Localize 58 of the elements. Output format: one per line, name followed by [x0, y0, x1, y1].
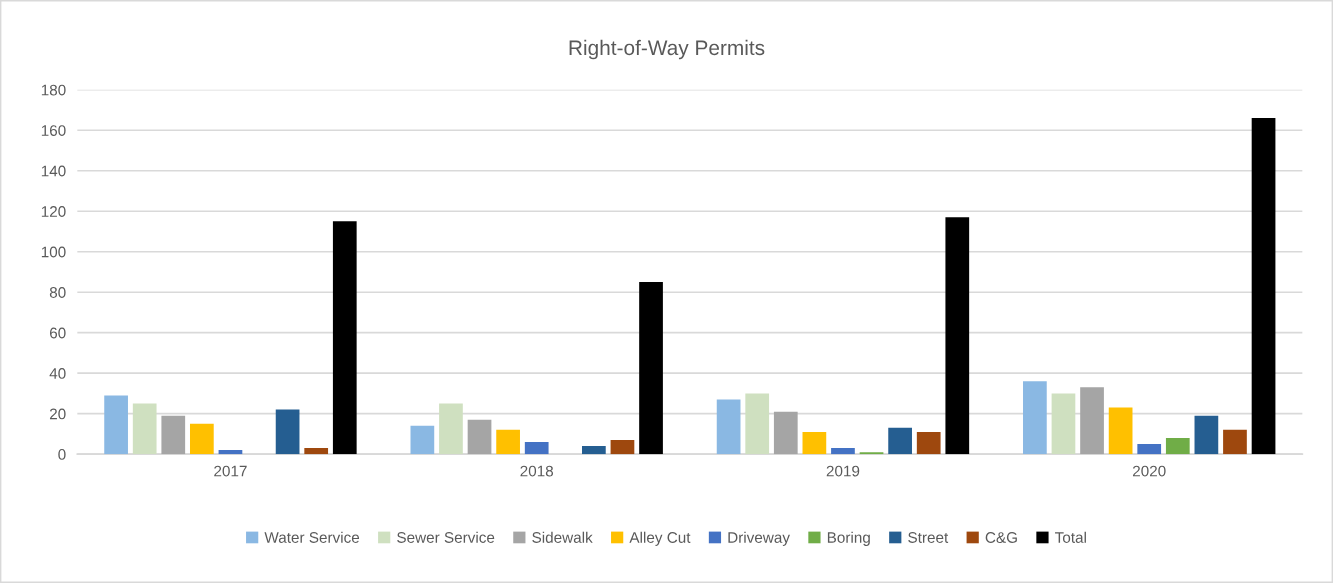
bar: [439, 403, 463, 455]
y-tick-label: 20: [49, 408, 66, 420]
legend-label: Sidewalk: [532, 531, 593, 543]
bar: [304, 448, 329, 455]
bar: [745, 393, 770, 455]
bar: [524, 442, 549, 455]
bar: [467, 419, 492, 455]
bar: [916, 431, 941, 455]
bar: [275, 409, 300, 455]
bar: [1165, 437, 1190, 455]
bar: [1080, 387, 1104, 455]
bar: [888, 427, 912, 455]
x-tick-label: 2017: [214, 465, 247, 477]
bar: [610, 439, 635, 455]
legend-label: Sewer Service: [397, 531, 495, 543]
bar: [639, 282, 663, 455]
bar: [1023, 381, 1047, 455]
bar: [410, 425, 435, 455]
y-tick-label: 60: [49, 327, 66, 339]
x-tick-label: 2018: [520, 465, 554, 477]
bar: [104, 395, 128, 455]
bar: [1051, 393, 1076, 455]
bar: [1251, 118, 1276, 455]
bar: [945, 217, 970, 455]
bar: [1108, 407, 1133, 455]
bar: [132, 403, 157, 455]
bar: [1137, 444, 1162, 455]
legend-label: Boring: [827, 531, 870, 546]
bar: [859, 452, 884, 455]
legend-label: Water Service: [264, 531, 360, 543]
bar: [1194, 415, 1219, 455]
y-tick-label: 0: [58, 449, 66, 460]
bar: [773, 411, 798, 455]
bar: [190, 423, 214, 455]
legend-label: Total: [1055, 531, 1086, 543]
bar: [218, 450, 243, 455]
y-tick-label: 180: [41, 84, 66, 96]
y-tick-label: 100: [41, 246, 66, 258]
x-tick-label: 2020: [1132, 465, 1166, 477]
legend-label: Alley Cut: [629, 531, 691, 546]
legend-label: Street: [908, 532, 949, 543]
bar: [1223, 429, 1247, 455]
legend-label: C&G: [985, 532, 1017, 543]
bar: [161, 415, 186, 455]
bar: [496, 429, 520, 455]
x-tick-label: 2019: [826, 465, 860, 477]
chart-title: Right-of-Way Permits: [569, 39, 765, 60]
bar: [831, 448, 855, 455]
bar: [716, 399, 741, 455]
bar: [332, 221, 357, 455]
y-tick-label: 140: [41, 165, 66, 177]
y-tick-label: 40: [49, 368, 66, 379]
y-tick-label: 120: [41, 206, 66, 217]
bar: [582, 446, 606, 455]
bar: [802, 431, 827, 455]
y-tick-label: 80: [49, 287, 66, 298]
y-tick-label: 160: [41, 125, 66, 136]
legend-label: Driveway: [728, 531, 790, 546]
